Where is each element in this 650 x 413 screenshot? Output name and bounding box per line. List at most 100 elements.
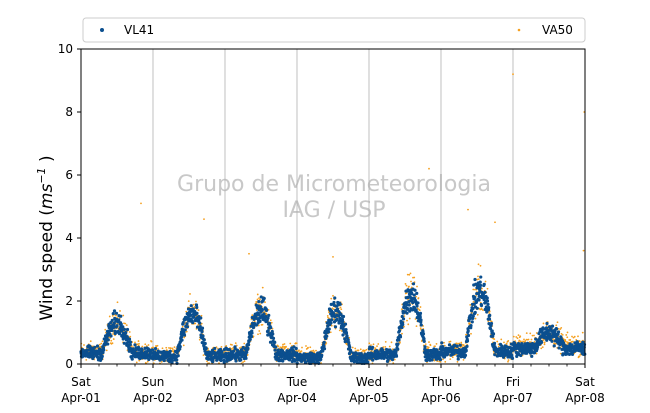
va50-point	[470, 332, 472, 335]
vl41-point	[185, 322, 189, 326]
vl41-point	[115, 324, 119, 328]
va50-point	[146, 360, 149, 363]
va50-point	[578, 355, 581, 358]
va50-point	[503, 341, 505, 344]
vl41-point	[465, 339, 470, 343]
x-tick-date-label: Apr-05	[349, 391, 389, 405]
vl41-point	[176, 354, 180, 358]
vl41-point	[421, 332, 426, 336]
va50-point	[257, 324, 260, 327]
va50-point	[374, 347, 377, 350]
va50-point	[428, 341, 430, 343]
va50-point	[476, 278, 479, 281]
va50-point	[198, 338, 201, 341]
vl41-point	[246, 346, 250, 350]
vl41-point	[530, 354, 534, 358]
x-tick-day-label: Thu	[429, 375, 453, 389]
va50-point	[128, 331, 131, 333]
va50-point	[315, 349, 317, 352]
vl41-point	[270, 329, 274, 334]
vl41-point	[390, 358, 395, 362]
va50-point	[469, 304, 472, 306]
va50-point	[141, 345, 144, 348]
vl41-point	[410, 292, 414, 296]
vl41-point	[101, 350, 105, 355]
vl41-point	[419, 323, 423, 327]
legend-marker-vl41	[100, 28, 104, 32]
va50-point	[370, 344, 372, 347]
vl41-point	[552, 344, 556, 348]
va50-point	[462, 344, 465, 346]
vl41-point	[447, 343, 452, 347]
vl41-point	[227, 348, 232, 352]
vl41-point	[491, 332, 496, 336]
va50-point	[460, 341, 463, 344]
va50-point	[135, 361, 138, 364]
vl41-point	[322, 344, 326, 348]
vl41-point	[140, 348, 144, 352]
vl41-point	[471, 314, 475, 318]
va50-point	[579, 353, 582, 356]
y-tick-label: 4	[65, 231, 73, 245]
va50-point	[246, 353, 249, 356]
vl41-point	[248, 337, 252, 341]
va50-point	[477, 263, 480, 266]
va50-point	[467, 208, 469, 211]
va50-point	[197, 324, 200, 326]
va50-point	[291, 344, 293, 347]
vl41-point	[581, 340, 585, 344]
va50-point	[311, 350, 313, 352]
vl41-point	[267, 321, 272, 325]
va50-point	[116, 301, 119, 304]
vl41-point	[170, 359, 174, 363]
y-axis-label-exponent: −1	[35, 167, 48, 183]
vl41-point	[260, 308, 264, 313]
vl41-point	[124, 331, 128, 335]
vl41-point	[264, 308, 269, 312]
vl41-point	[106, 342, 110, 346]
vl41-point	[487, 317, 492, 321]
vl41-point	[489, 321, 494, 326]
va50-point	[559, 328, 562, 331]
va50-point	[181, 325, 184, 328]
vl41-point	[479, 303, 484, 308]
vl41-point	[112, 309, 117, 313]
vl41-point	[333, 296, 337, 300]
vl41-point	[198, 324, 202, 329]
vl41-point	[423, 345, 427, 349]
vl41-point	[178, 344, 182, 349]
va50-point	[165, 346, 168, 349]
va50-point	[408, 285, 410, 288]
vl41-point	[464, 349, 468, 353]
va50-point	[234, 342, 237, 345]
vl41-point	[200, 330, 204, 334]
va50-point	[171, 347, 174, 350]
va50-point	[301, 346, 303, 349]
vl41-point	[405, 311, 409, 315]
y-tick-label: 8	[65, 105, 73, 119]
vl41-point	[266, 316, 270, 320]
vl41-point	[545, 321, 549, 326]
vl41-point	[397, 338, 401, 342]
va50-point	[185, 330, 188, 333]
vl41-point	[133, 343, 137, 347]
vl41-point	[168, 349, 172, 353]
vl41-point	[422, 339, 426, 343]
vl41-point	[470, 320, 474, 324]
va50-point	[560, 326, 563, 329]
va50-point	[449, 340, 452, 343]
va50-point	[497, 345, 500, 348]
va50-point	[472, 288, 475, 291]
va50-point	[493, 338, 496, 341]
va50-point	[507, 360, 509, 363]
vl41-point	[534, 337, 538, 341]
va50-point	[172, 348, 174, 351]
vl41-point	[181, 321, 185, 325]
data-points	[79, 73, 587, 365]
va50-point	[408, 273, 411, 276]
vl41-point	[344, 327, 348, 332]
va50-point	[357, 349, 360, 352]
va50-point	[187, 300, 190, 302]
va50-point	[305, 345, 307, 347]
vl41-point	[366, 360, 370, 364]
